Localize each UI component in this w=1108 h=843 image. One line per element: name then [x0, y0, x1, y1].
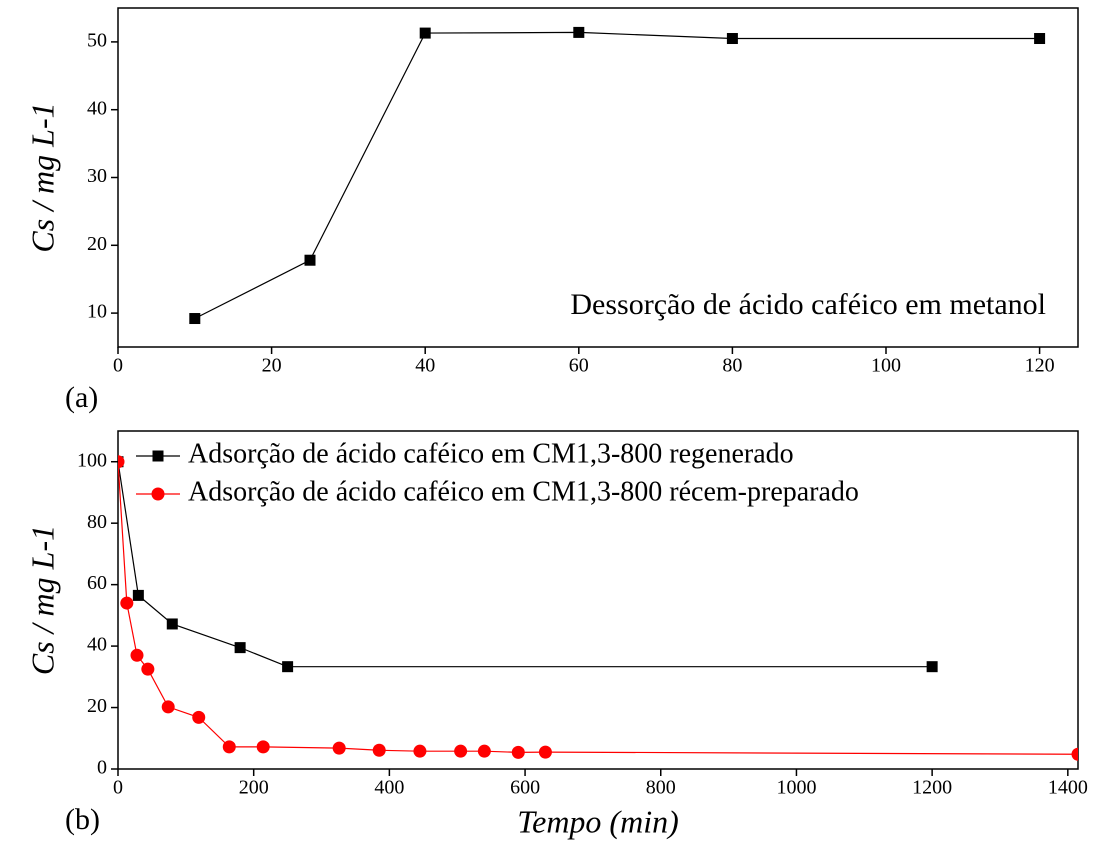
marker	[130, 648, 144, 662]
x-tick-label: 1400	[1048, 777, 1088, 799]
series-line	[118, 461, 933, 668]
x-tick-label: 1000	[776, 777, 816, 799]
y-tick-label: 40	[87, 97, 107, 119]
annotation: Dessorção de ácido caféico em metanol	[570, 288, 1046, 321]
marker	[573, 26, 585, 38]
x-tick-label: 60	[569, 355, 589, 377]
y-tick-label: 0	[97, 757, 107, 779]
marker	[726, 33, 738, 45]
marker	[454, 744, 468, 758]
y-tick-label: 100	[77, 449, 107, 471]
marker	[152, 450, 164, 462]
marker	[477, 744, 491, 758]
y-tick-label: 20	[87, 233, 107, 255]
marker	[419, 27, 431, 39]
legend-label: Adsorção de ácido caféico em CM1,3-800 r…	[188, 438, 794, 469]
x-tick-label: 80	[722, 355, 742, 377]
marker	[132, 589, 144, 601]
marker	[304, 254, 316, 266]
legend-label: Adsorção de ácido caféico em CM1,3-800 r…	[188, 476, 859, 507]
marker	[332, 741, 346, 755]
panel-label: (b)	[65, 803, 100, 836]
x-tick-label: 800	[646, 777, 676, 799]
y-axis-label: Cs / mg L-1	[24, 102, 60, 252]
plot-area	[189, 26, 1046, 325]
marker	[372, 743, 386, 757]
x-axis-label: Tempo (min)	[517, 803, 678, 839]
y-tick-label: 40	[87, 634, 107, 656]
marker	[926, 661, 938, 673]
y-tick-label: 30	[87, 165, 107, 187]
x-tick-label: 40	[415, 355, 435, 377]
marker	[538, 745, 552, 759]
x-tick-label: 100	[871, 355, 901, 377]
marker	[192, 710, 206, 724]
marker	[222, 740, 236, 754]
marker	[234, 642, 246, 654]
marker	[189, 313, 201, 325]
x-tick-label: 0	[113, 777, 123, 799]
y-tick-label: 60	[87, 572, 107, 594]
panel-label: (a)	[65, 381, 98, 414]
x-tick-label: 200	[239, 777, 269, 799]
x-tick-label: 400	[374, 777, 404, 799]
marker	[151, 487, 165, 501]
x-tick-label: 600	[510, 777, 540, 799]
x-tick-label: 120	[1025, 355, 1055, 377]
y-tick-label: 10	[87, 301, 107, 323]
marker	[256, 740, 270, 754]
marker	[141, 662, 155, 676]
y-tick-label: 50	[87, 29, 107, 51]
y-tick-label: 20	[87, 695, 107, 717]
y-tick-label: 80	[87, 511, 107, 533]
marker	[1034, 33, 1046, 45]
series-line	[194, 31, 1040, 320]
marker	[120, 596, 134, 610]
x-tick-label: 20	[262, 355, 282, 377]
marker	[413, 744, 427, 758]
marker	[1071, 747, 1078, 761]
marker	[161, 700, 175, 714]
x-tick-label: 0	[113, 355, 123, 377]
x-tick-label: 1200	[912, 777, 952, 799]
marker	[282, 661, 294, 673]
y-axis-label: Cs / mg L-1	[24, 525, 60, 675]
plot-area	[118, 455, 1078, 761]
plot-frame	[117, 430, 1079, 770]
marker	[118, 455, 125, 469]
series-line	[118, 461, 1078, 755]
marker	[166, 618, 178, 630]
marker	[511, 745, 525, 759]
